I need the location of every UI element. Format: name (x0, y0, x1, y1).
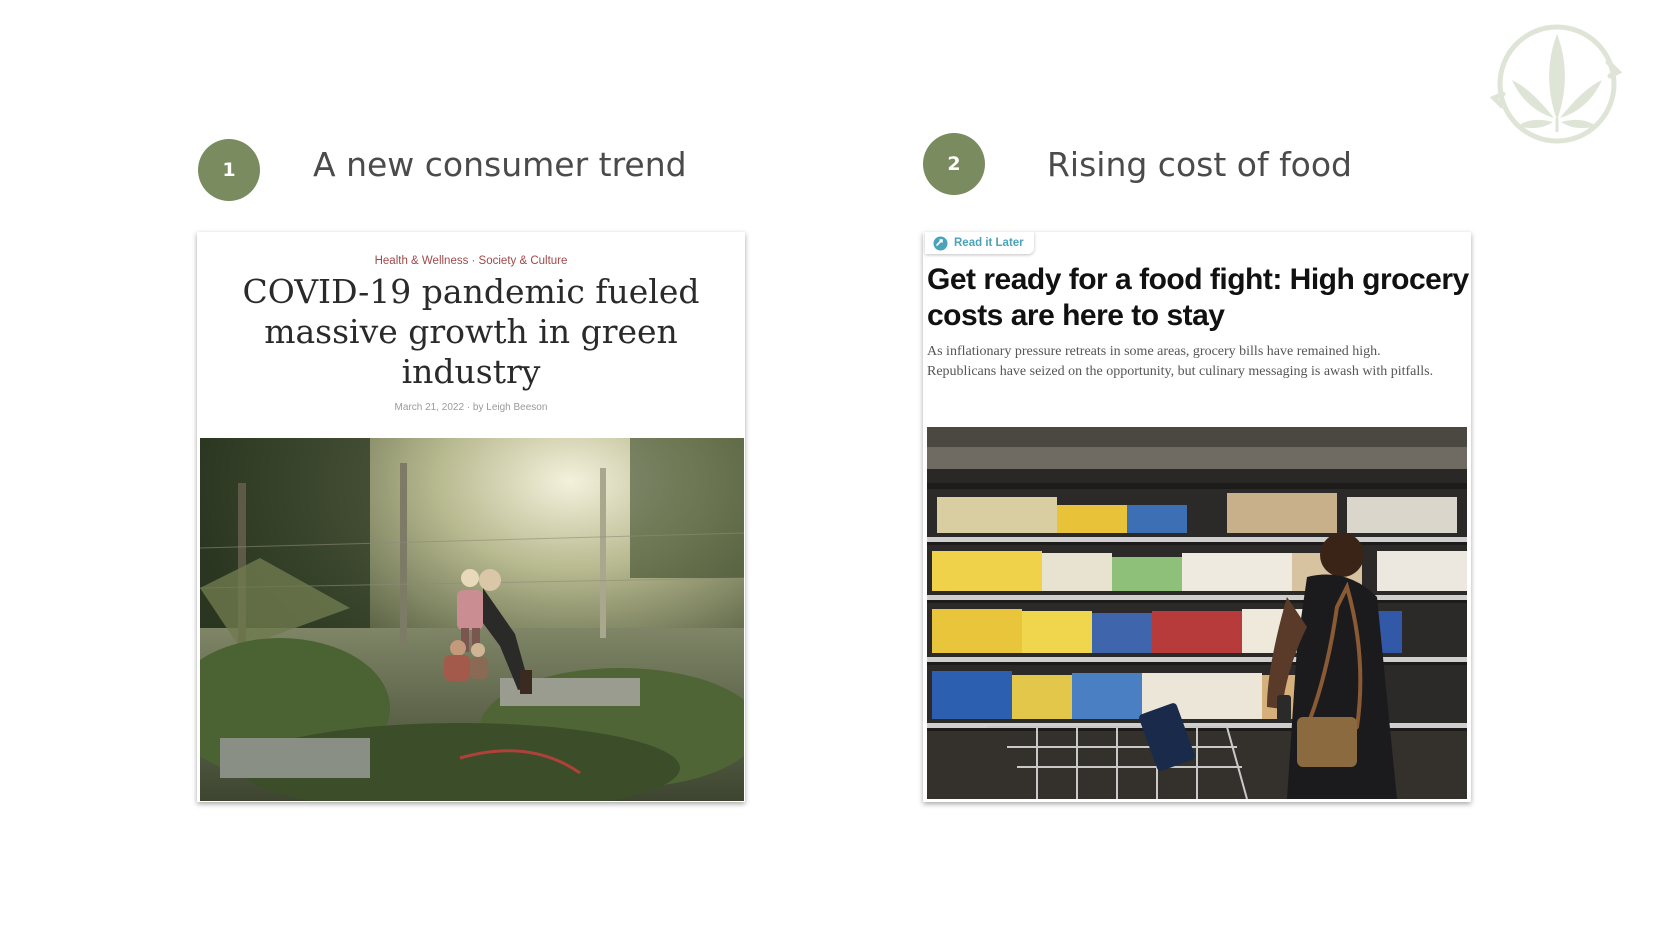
step-number-badge: 2 (923, 133, 985, 195)
article-category: Health & Wellness · Society & Culture (374, 255, 568, 267)
section-heading: A new consumer trend (313, 145, 687, 184)
read-it-later-button[interactable]: Read it Later (925, 232, 1034, 254)
article-headline: Get ready for a food fight: High grocery… (927, 263, 1469, 332)
step-number-badge: 1 (198, 139, 260, 201)
read-later-label: Read it Later (954, 237, 1024, 249)
section-heading: Rising cost of food (1047, 145, 1353, 184)
cannabis-leaf-logo-icon (1490, 24, 1623, 144)
article-byline: March 21, 2022 · by Leigh Beeson (394, 402, 548, 413)
article-card-green-industry: Health & Wellness · Society & Culture CO… (197, 232, 745, 802)
article-card-grocery-costs: Read it Later Get ready for a food fight… (923, 232, 1471, 802)
article-subtitle: As inflationary pressure retreats in som… (927, 344, 1434, 379)
article-headline: COVID-19 pandemic fueled massive growth … (242, 272, 700, 391)
read-later-icon (933, 236, 948, 250)
family-gardening-photo (200, 438, 744, 801)
grocery-aisle-shopper-photo (927, 427, 1467, 799)
